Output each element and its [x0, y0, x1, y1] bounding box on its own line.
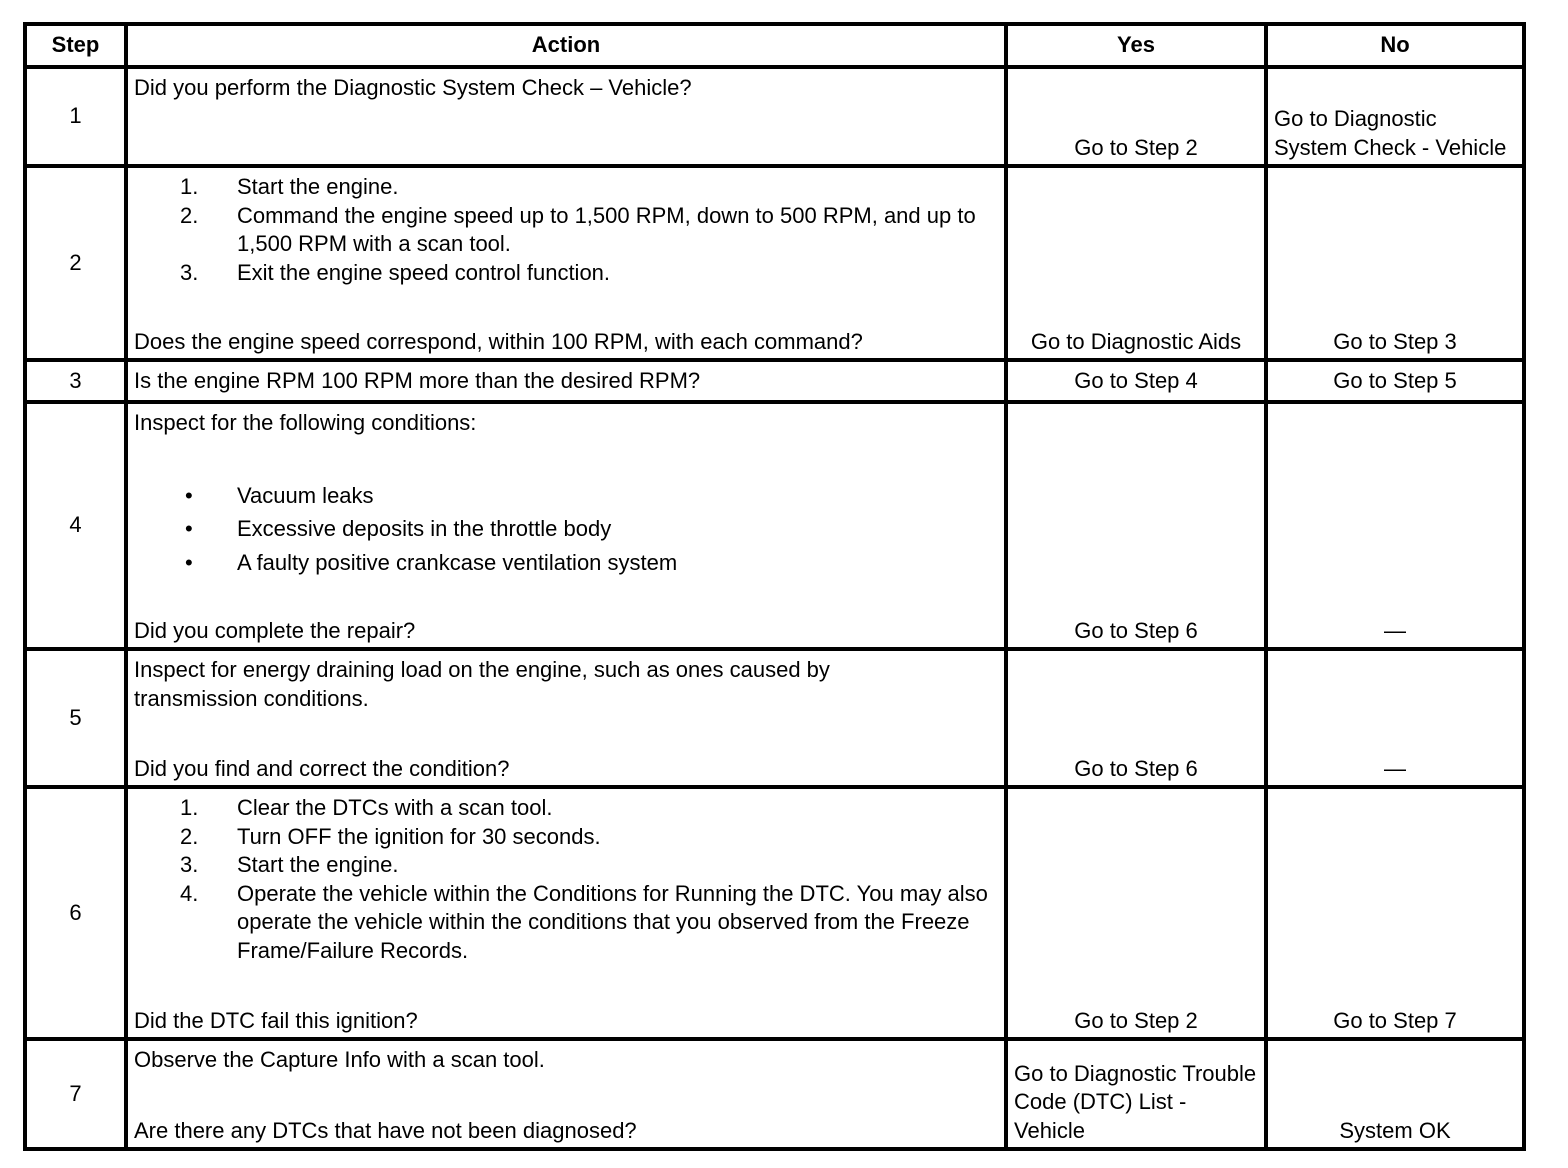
action-cell: Inspect for the following conditions: • V… [128, 404, 1008, 647]
list-text: A faulty positive crankcase ventilation … [237, 549, 678, 575]
yes-cell: Go to Diagnostic Trouble Code (DTC) List… [1008, 1041, 1268, 1147]
action-cell: Observe the Capture Info with a scan too… [128, 1041, 1008, 1147]
step-number: 6 [27, 789, 128, 1037]
yes-cell: Go to Step 4 [1008, 362, 1268, 400]
numbered-list: 1. Start the engine. 2. Command the engine… [134, 173, 998, 287]
question-text: Did the DTC fail this ignition? [134, 1007, 418, 1033]
list-item: 3. Exit the engine speed control function… [134, 259, 998, 288]
list-marker: 3. [180, 852, 199, 877]
numbered-list: 1. Clear the DTCs with a scan tool. 2. Tur… [134, 794, 998, 965]
yes-cell: Go to Diagnostic Aids [1008, 168, 1268, 358]
list-item: 2. Command the engine speed up to 1,500 R… [134, 202, 998, 259]
step-number: 1 [27, 69, 128, 164]
action-text: Did you perform the Diagnostic System Ch… [134, 75, 692, 100]
step-number: 5 [27, 651, 128, 785]
no-cell: Go to Step 5 [1333, 367, 1457, 393]
table-row: 7 Observe the Capture Info with a scan t… [27, 1041, 1522, 1147]
list-text: Start the engine. [237, 852, 399, 877]
action-text: Inspect for energy draining load on the … [134, 657, 830, 711]
header-yes: Yes [1008, 26, 1268, 65]
bullet-icon: • [185, 549, 193, 575]
list-marker: 1. [180, 174, 199, 199]
diagnostic-table: Step Action Yes No 1 Did you perform the… [23, 22, 1526, 1151]
step-number: 2 [27, 168, 128, 358]
no-cell: — [1384, 617, 1406, 643]
header-action: Action [128, 26, 1008, 65]
step-number: 4 [27, 404, 128, 647]
bullet-icon: • [185, 516, 193, 541]
table-row: 2 1. Start the engine. 2. Command the engi… [27, 168, 1522, 362]
table-row: 4 Inspect for the following conditions: … [27, 404, 1522, 651]
list-item: 3. Start the engine. [134, 851, 998, 880]
list-text: Turn OFF the ignition for 30 seconds. [237, 823, 601, 849]
header-step: Step [27, 26, 128, 65]
header-row: Step Action Yes No [27, 26, 1522, 69]
list-marker: 4. [180, 880, 199, 906]
list-item: 1. Clear the DTCs with a scan tool. [134, 794, 998, 823]
list-marker: 2. [180, 823, 199, 849]
list-item: • Vacuum leaks [134, 482, 998, 516]
list-item: 4. Operate the vehicle within the Conditi… [134, 880, 998, 966]
list-item: 2. Turn OFF the ignition for 30 seconds. [134, 823, 998, 852]
list-text: Exit the engine speed control function. [237, 259, 611, 285]
step-number: 7 [27, 1041, 128, 1147]
bullet-list: • Vacuum leaks • Excessive deposits in the… [134, 482, 998, 583]
list-text: Excessive deposits in the throttle body [237, 516, 612, 541]
yes-cell: Go to Step 6 [1008, 404, 1268, 647]
action-cell: Is the engine RPM 100 RPM more than the … [128, 362, 1008, 400]
action-cell: 1. Start the engine. 2. Command the engine… [128, 168, 1008, 358]
action-text: Observe the Capture Info with a scan too… [134, 1047, 545, 1072]
question-text: Are there any DTCs that have not been di… [134, 1117, 637, 1143]
yes-cell: Go to Step 6 [1008, 651, 1268, 785]
question-text: Did you find and correct the condition? [134, 755, 510, 781]
list-item: • A faulty positive crankcase ventilation… [134, 549, 998, 583]
table-row: 3 Is the engine RPM 100 RPM more than th… [27, 362, 1522, 404]
table-row: 6 1. Clear the DTCs with a scan tool. 2. T… [27, 789, 1522, 1041]
table-row: 1 Did you perform the Diagnostic System … [27, 69, 1522, 168]
list-marker: 3. [180, 259, 199, 285]
action-cell: Did you perform the Diagnostic System Ch… [128, 69, 1008, 164]
action-cell: Inspect for energy draining load on the … [128, 651, 1008, 785]
list-text: Operate the vehicle within the Condition… [237, 880, 988, 963]
action-text: Inspect for the following conditions: [134, 410, 477, 435]
list-text: Vacuum leaks [237, 482, 374, 508]
action-cell: 1. Clear the DTCs with a scan tool. 2. Tur… [128, 789, 1008, 1037]
list-item: 1. Start the engine. [134, 173, 998, 202]
yes-cell: Go to Step 2 [1008, 69, 1268, 164]
step-number: 3 [27, 362, 128, 400]
question-text: Did you complete the repair? [134, 617, 416, 643]
no-cell: System OK [1339, 1117, 1451, 1143]
list-marker: 1. [180, 795, 199, 820]
no-cell: Go to Diagnostic System Check - Vehicle [1274, 106, 1507, 160]
header-no: No [1380, 32, 1410, 58]
list-item: • Excessive deposits in the throttle body [134, 515, 998, 549]
no-cell: Go to Step 7 [1333, 1007, 1457, 1033]
yes-cell: Go to Step 2 [1008, 789, 1268, 1037]
question-text: Does the engine speed correspond, within… [134, 328, 863, 354]
no-cell: Go to Step 3 [1333, 328, 1457, 354]
list-text: Start the engine. [237, 174, 399, 199]
action-text: Is the engine RPM 100 RPM more than the … [134, 367, 701, 393]
table-row: 5 Inspect for energy draining load on th… [27, 651, 1522, 789]
list-text: Clear the DTCs with a scan tool. [237, 795, 553, 820]
no-cell: — [1384, 755, 1406, 781]
list-text: Command the engine speed up to 1,500 RPM… [237, 202, 976, 257]
bullet-icon: • [185, 482, 193, 508]
list-marker: 2. [180, 202, 199, 228]
